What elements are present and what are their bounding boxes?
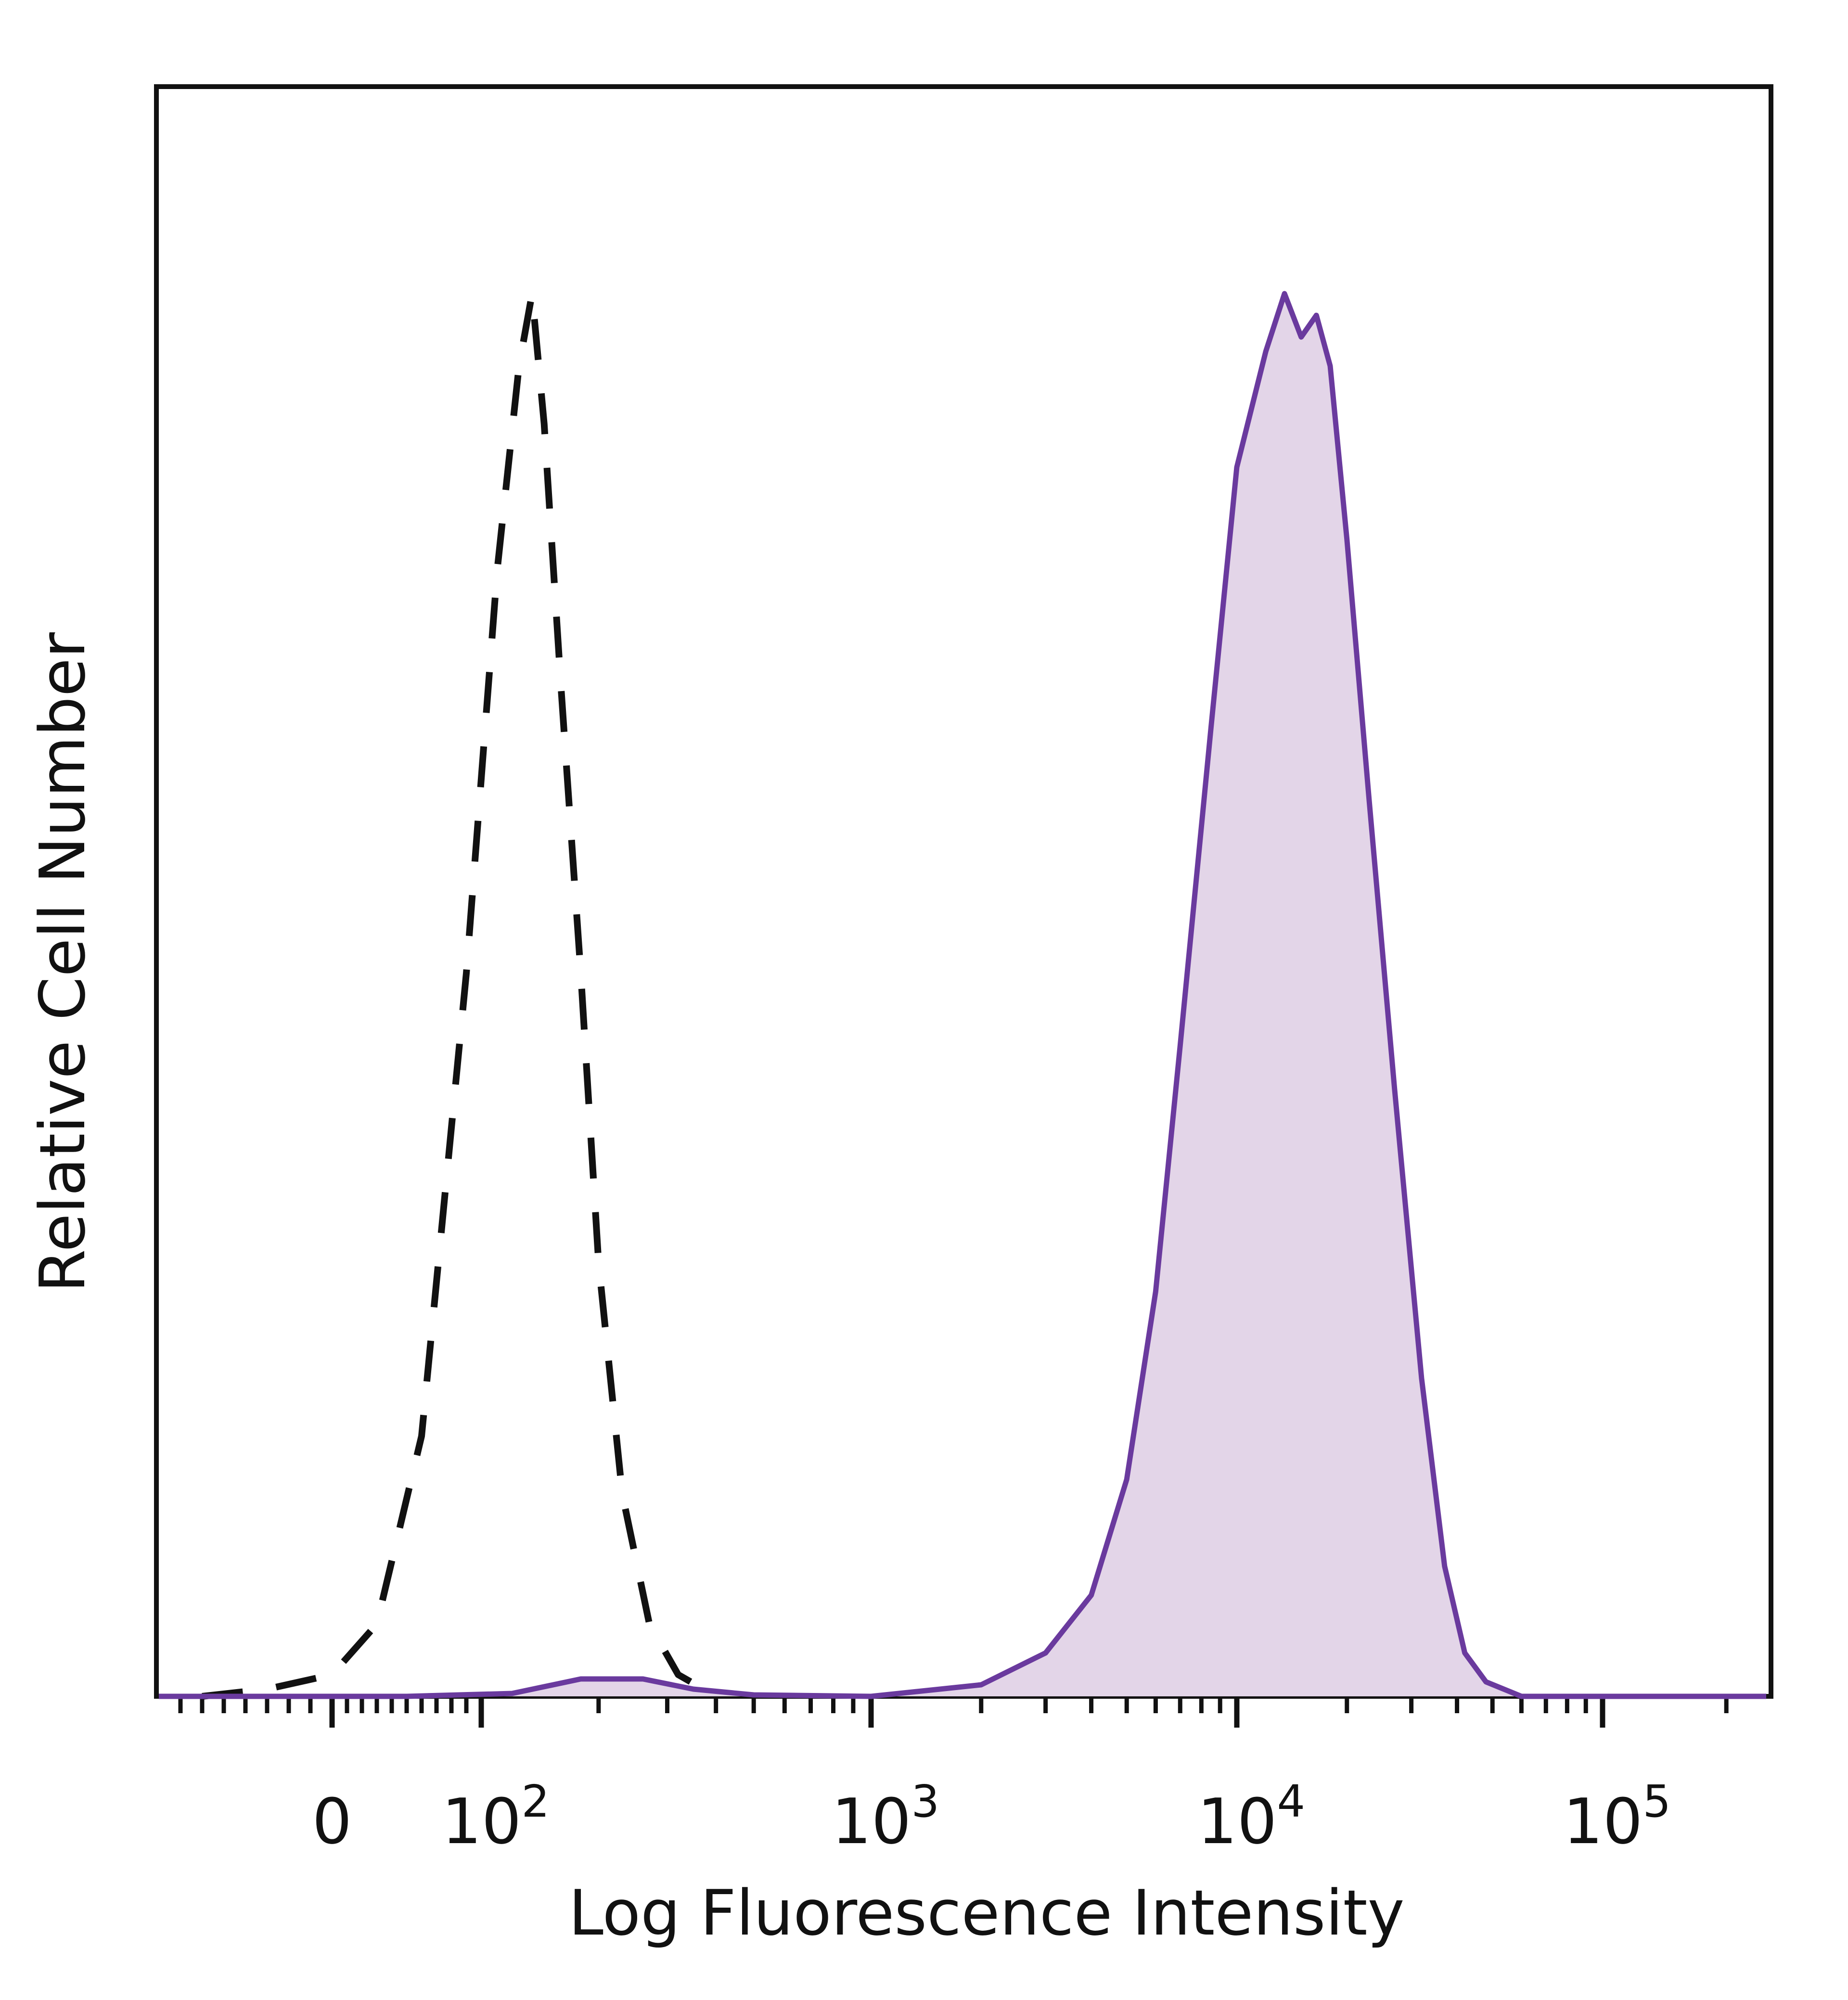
y-axis-title: Relative Cell Number	[26, 632, 99, 1293]
x-major-ticks	[329, 1696, 1605, 1728]
plot-frame	[154, 84, 1773, 1699]
series-1-fill	[159, 294, 1766, 1697]
x-tick-label: 105	[1563, 1776, 1671, 1858]
x-tick-label: 102	[442, 1776, 550, 1858]
x-tick-labels: 0 102 103 104 105	[312, 1776, 1671, 1858]
series-1-line	[159, 291, 1766, 1699]
x-minor-ticks	[178, 1696, 1729, 1713]
series-0-line	[202, 290, 718, 1700]
x-tick-label: 104	[1197, 1776, 1305, 1858]
series-layer	[159, 290, 1766, 1700]
x-tick-label: 0	[312, 1785, 352, 1858]
x-tick-label: 103	[832, 1776, 939, 1858]
x-axis-title: Log Fluorescence Intensity	[568, 1876, 1404, 1949]
